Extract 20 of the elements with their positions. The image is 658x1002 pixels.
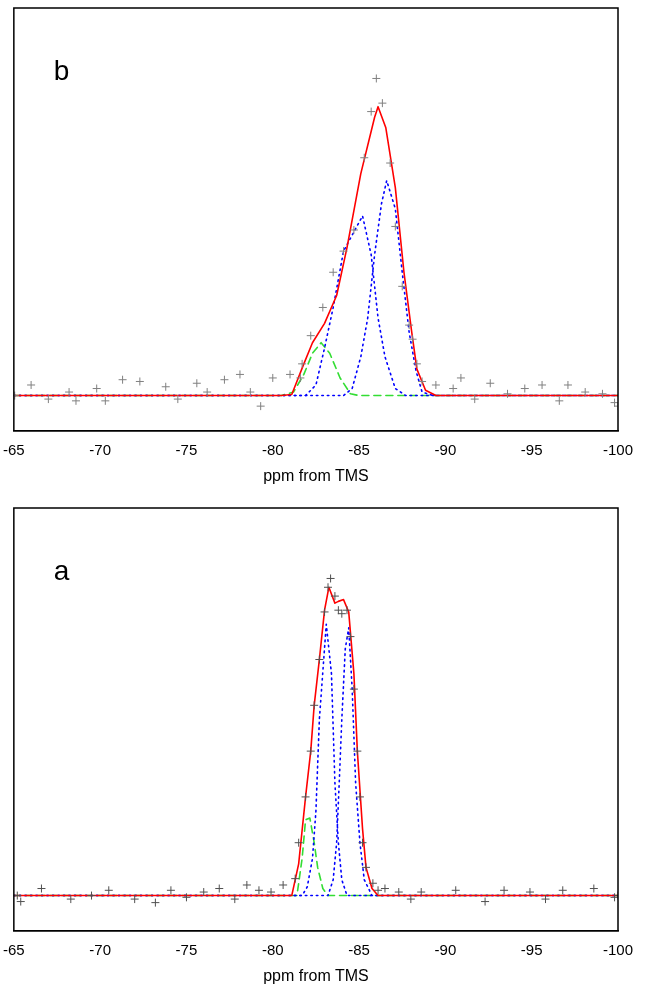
x-tick-label: -95 <box>520 940 543 958</box>
annotation: a <box>53 554 70 586</box>
x-tick-label: -90 <box>434 440 457 458</box>
x-tick-label: -100 <box>602 440 634 458</box>
x-tick-label: -95 <box>520 440 543 458</box>
x-axis-title: ppm from TMS <box>263 966 369 984</box>
annotation: b <box>53 54 70 86</box>
x-tick-label: -70 <box>89 940 111 958</box>
x-tick-label: -90 <box>434 940 457 958</box>
x-tick-label: -85 <box>348 440 370 458</box>
x-tick-label: -100 <box>602 940 634 958</box>
x-tick-label: -80 <box>261 440 284 458</box>
x-tick-label: -65 <box>3 940 25 958</box>
x-tick-label: -75 <box>175 940 198 958</box>
x-tick-label: -85 <box>348 940 370 958</box>
x-tick-label: -80 <box>261 940 284 958</box>
x-tick-label: -65 <box>3 440 25 458</box>
x-tick-label: -70 <box>89 440 111 458</box>
x-axis-title: ppm from TMS <box>263 466 369 484</box>
x-tick-label: -75 <box>175 440 198 458</box>
